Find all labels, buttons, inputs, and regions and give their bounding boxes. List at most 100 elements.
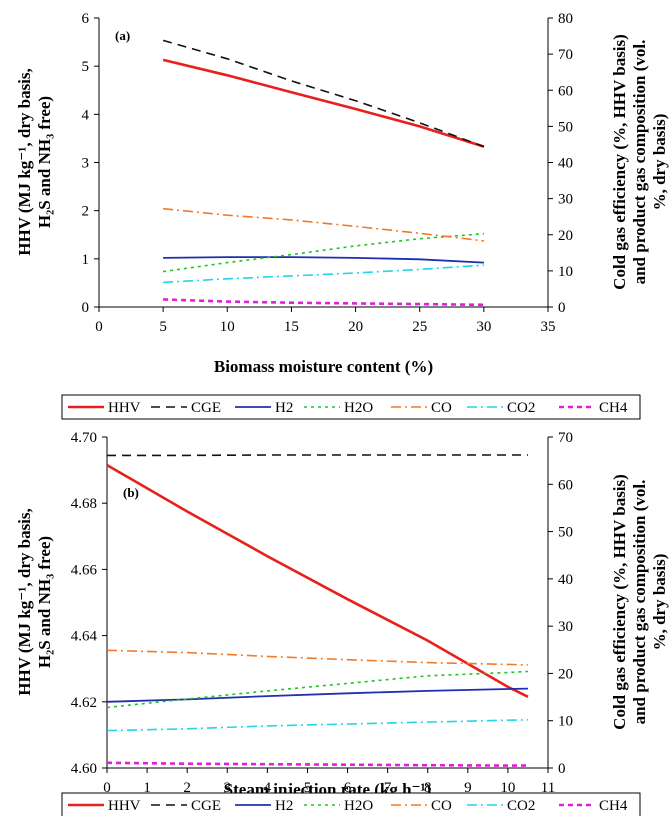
series-line-h2o: [162, 232, 484, 273]
y-left-tick-label: 4.62: [71, 695, 97, 711]
x-axis-label: Biomass moisture content (%): [214, 357, 433, 376]
x-tick-label: 30: [476, 319, 491, 335]
y-left-axis-label-line: HHV (MJ kg⁻¹, dry basis,: [15, 68, 34, 256]
y-left-axis-label-line: HHV (MJ kg⁻¹, dry basis,: [15, 508, 34, 696]
y-right-tick-label: 50: [558, 525, 573, 541]
y-right-tick-label: 10: [558, 264, 573, 280]
x-tick-label: 10: [500, 780, 515, 796]
y-right-tick-label: 30: [558, 192, 573, 208]
x-tick-label: 11: [541, 780, 555, 796]
y-left-axis-label-line: H₂S and NH₃ free): [35, 536, 54, 668]
x-tick-label: 3: [224, 780, 232, 796]
x-tick-label: 20: [348, 319, 363, 335]
y-left-tick-label: 4.66: [71, 562, 98, 578]
series-line-co2: [106, 719, 529, 732]
x-tick-label: 25: [412, 319, 427, 335]
y-right-tick-label: 70: [558, 430, 573, 446]
legend: HHV CGE H2 H2O CO CO2 CH4: [61, 394, 641, 420]
y-left-tick-label: 4.70: [71, 430, 97, 446]
y-right-tick-label: 0: [558, 761, 566, 777]
y-right-axis-label-line: %, dry basis): [650, 114, 669, 211]
x-tick-label: 6: [344, 780, 352, 796]
series-line-hhv: [106, 463, 529, 698]
legend-label-co: CO: [431, 798, 452, 814]
x-tick-label: 7: [384, 780, 392, 796]
series-line-ch4: [163, 298, 484, 307]
x-tick-label: 1: [143, 780, 151, 796]
x-tick-label: 5: [304, 780, 312, 796]
y-right-tick-label: 50: [558, 119, 573, 135]
y-left-axis-label: HHV (MJ kg⁻¹, dry basis,H₂S and NH₃ free…: [15, 68, 54, 256]
y-left-tick-label: 5: [82, 59, 90, 75]
y-right-tick-label: 40: [558, 156, 573, 172]
legend-label-co2: CO2: [507, 400, 535, 416]
legend-box: [61, 792, 641, 816]
legend: HHV CGE H2 H2O CO CO2 CH4: [61, 792, 641, 816]
y-right-axis-label: Cold gas efficiency (%, HHV basis)and pr…: [610, 474, 669, 730]
y-left-tick-label: 4.68: [71, 496, 97, 512]
legend-label-co: CO: [431, 400, 452, 416]
series-line-hhv: [162, 58, 485, 148]
legend-label-h2: H2: [275, 400, 293, 416]
series-line-h2: [106, 687, 529, 703]
x-tick-label: 8: [424, 780, 432, 796]
legend-box: [61, 394, 641, 420]
y-left-axis-label: HHV (MJ kg⁻¹, dry basis,H₂S and NH₃ free…: [15, 508, 54, 696]
legend-label-cge: CGE: [191, 798, 221, 814]
x-tick-label: 5: [159, 319, 167, 335]
y-right-tick-label: 0: [558, 300, 566, 316]
y-left-tick-label: 4.60: [71, 761, 97, 777]
y-right-tick-label: 30: [558, 619, 573, 635]
y-left-tick-label: 2: [82, 204, 90, 220]
series-line-co2: [163, 264, 484, 284]
y-right-axis-label: Cold gas efficiency (%, HHV basis)and pr…: [610, 34, 669, 290]
y-left-tick-label: 6: [82, 11, 90, 27]
y-left-tick-label: 3: [82, 156, 90, 172]
y-right-axis-label-line: Cold gas efficiency (%, HHV basis): [610, 474, 629, 730]
y-right-tick-label: 80: [558, 11, 573, 27]
series-line-cge: [162, 39, 485, 148]
legend-label-cge: CGE: [191, 400, 221, 416]
y-right-tick-label: 10: [558, 714, 573, 730]
legend-label-ch4: CH4: [599, 400, 628, 416]
y-right-tick-label: 70: [558, 47, 573, 63]
x-tick-label: 0: [95, 319, 103, 335]
x-tick-label: 9: [464, 780, 472, 796]
y-left-axis-label-line: H₂S and NH₃ free): [35, 96, 54, 228]
y-right-axis-label-line: and product gas composition (vol.: [630, 40, 649, 285]
panel-label: (a): [115, 28, 130, 43]
y-right-axis-label-line: Cold gas efficiency (%, HHV basis): [610, 34, 629, 290]
x-tick-label: 10: [220, 319, 235, 335]
legend-label-h2: H2: [275, 798, 293, 814]
legend-label-co2: CO2: [507, 798, 535, 814]
legend-label-hhv: HHV: [108, 400, 141, 416]
series-line-h2: [163, 256, 484, 264]
x-tick-label: 4: [264, 780, 272, 796]
legend-label-ch4: CH4: [599, 798, 628, 814]
y-right-tick-label: 20: [558, 228, 573, 244]
y-right-tick-label: 40: [558, 572, 573, 588]
x-tick-label: 15: [284, 319, 299, 335]
chart-panel-a: 0 5 10 15 20 25 30 35012345601020304050607080(a…: [15, 11, 669, 420]
chart-panel-b: 0 1 2 3 4 5 6 7 8 9 10 11 4.60 4.62 4.64 4.66 4.68 4.70 0 1…: [15, 430, 669, 816]
x-tick-label: 2: [183, 780, 191, 796]
y-right-axis-label-line: %, dry basis): [650, 554, 669, 651]
y-right-tick-label: 20: [558, 666, 573, 682]
y-left-tick-label: 1: [82, 252, 90, 268]
x-tick-label: 35: [541, 319, 556, 335]
panel-label: (b): [123, 485, 139, 500]
y-left-tick-label: 0: [82, 300, 90, 316]
series-line-co: [106, 649, 529, 666]
y-right-axis-label-line: and product gas composition (vol.: [630, 480, 649, 725]
legend-label-h2o: H2O: [344, 798, 373, 814]
series-line-co: [163, 207, 484, 242]
series-line-ch4: [106, 761, 528, 767]
legend-label-h2o: H2O: [344, 400, 373, 416]
y-left-tick-label: 4.64: [71, 629, 98, 645]
y-right-tick-label: 60: [558, 477, 573, 493]
y-right-tick-label: 60: [558, 83, 573, 99]
x-tick-label: 0: [103, 780, 111, 796]
y-left-tick-label: 4: [82, 107, 90, 123]
legend-label-hhv: HHV: [108, 798, 141, 814]
